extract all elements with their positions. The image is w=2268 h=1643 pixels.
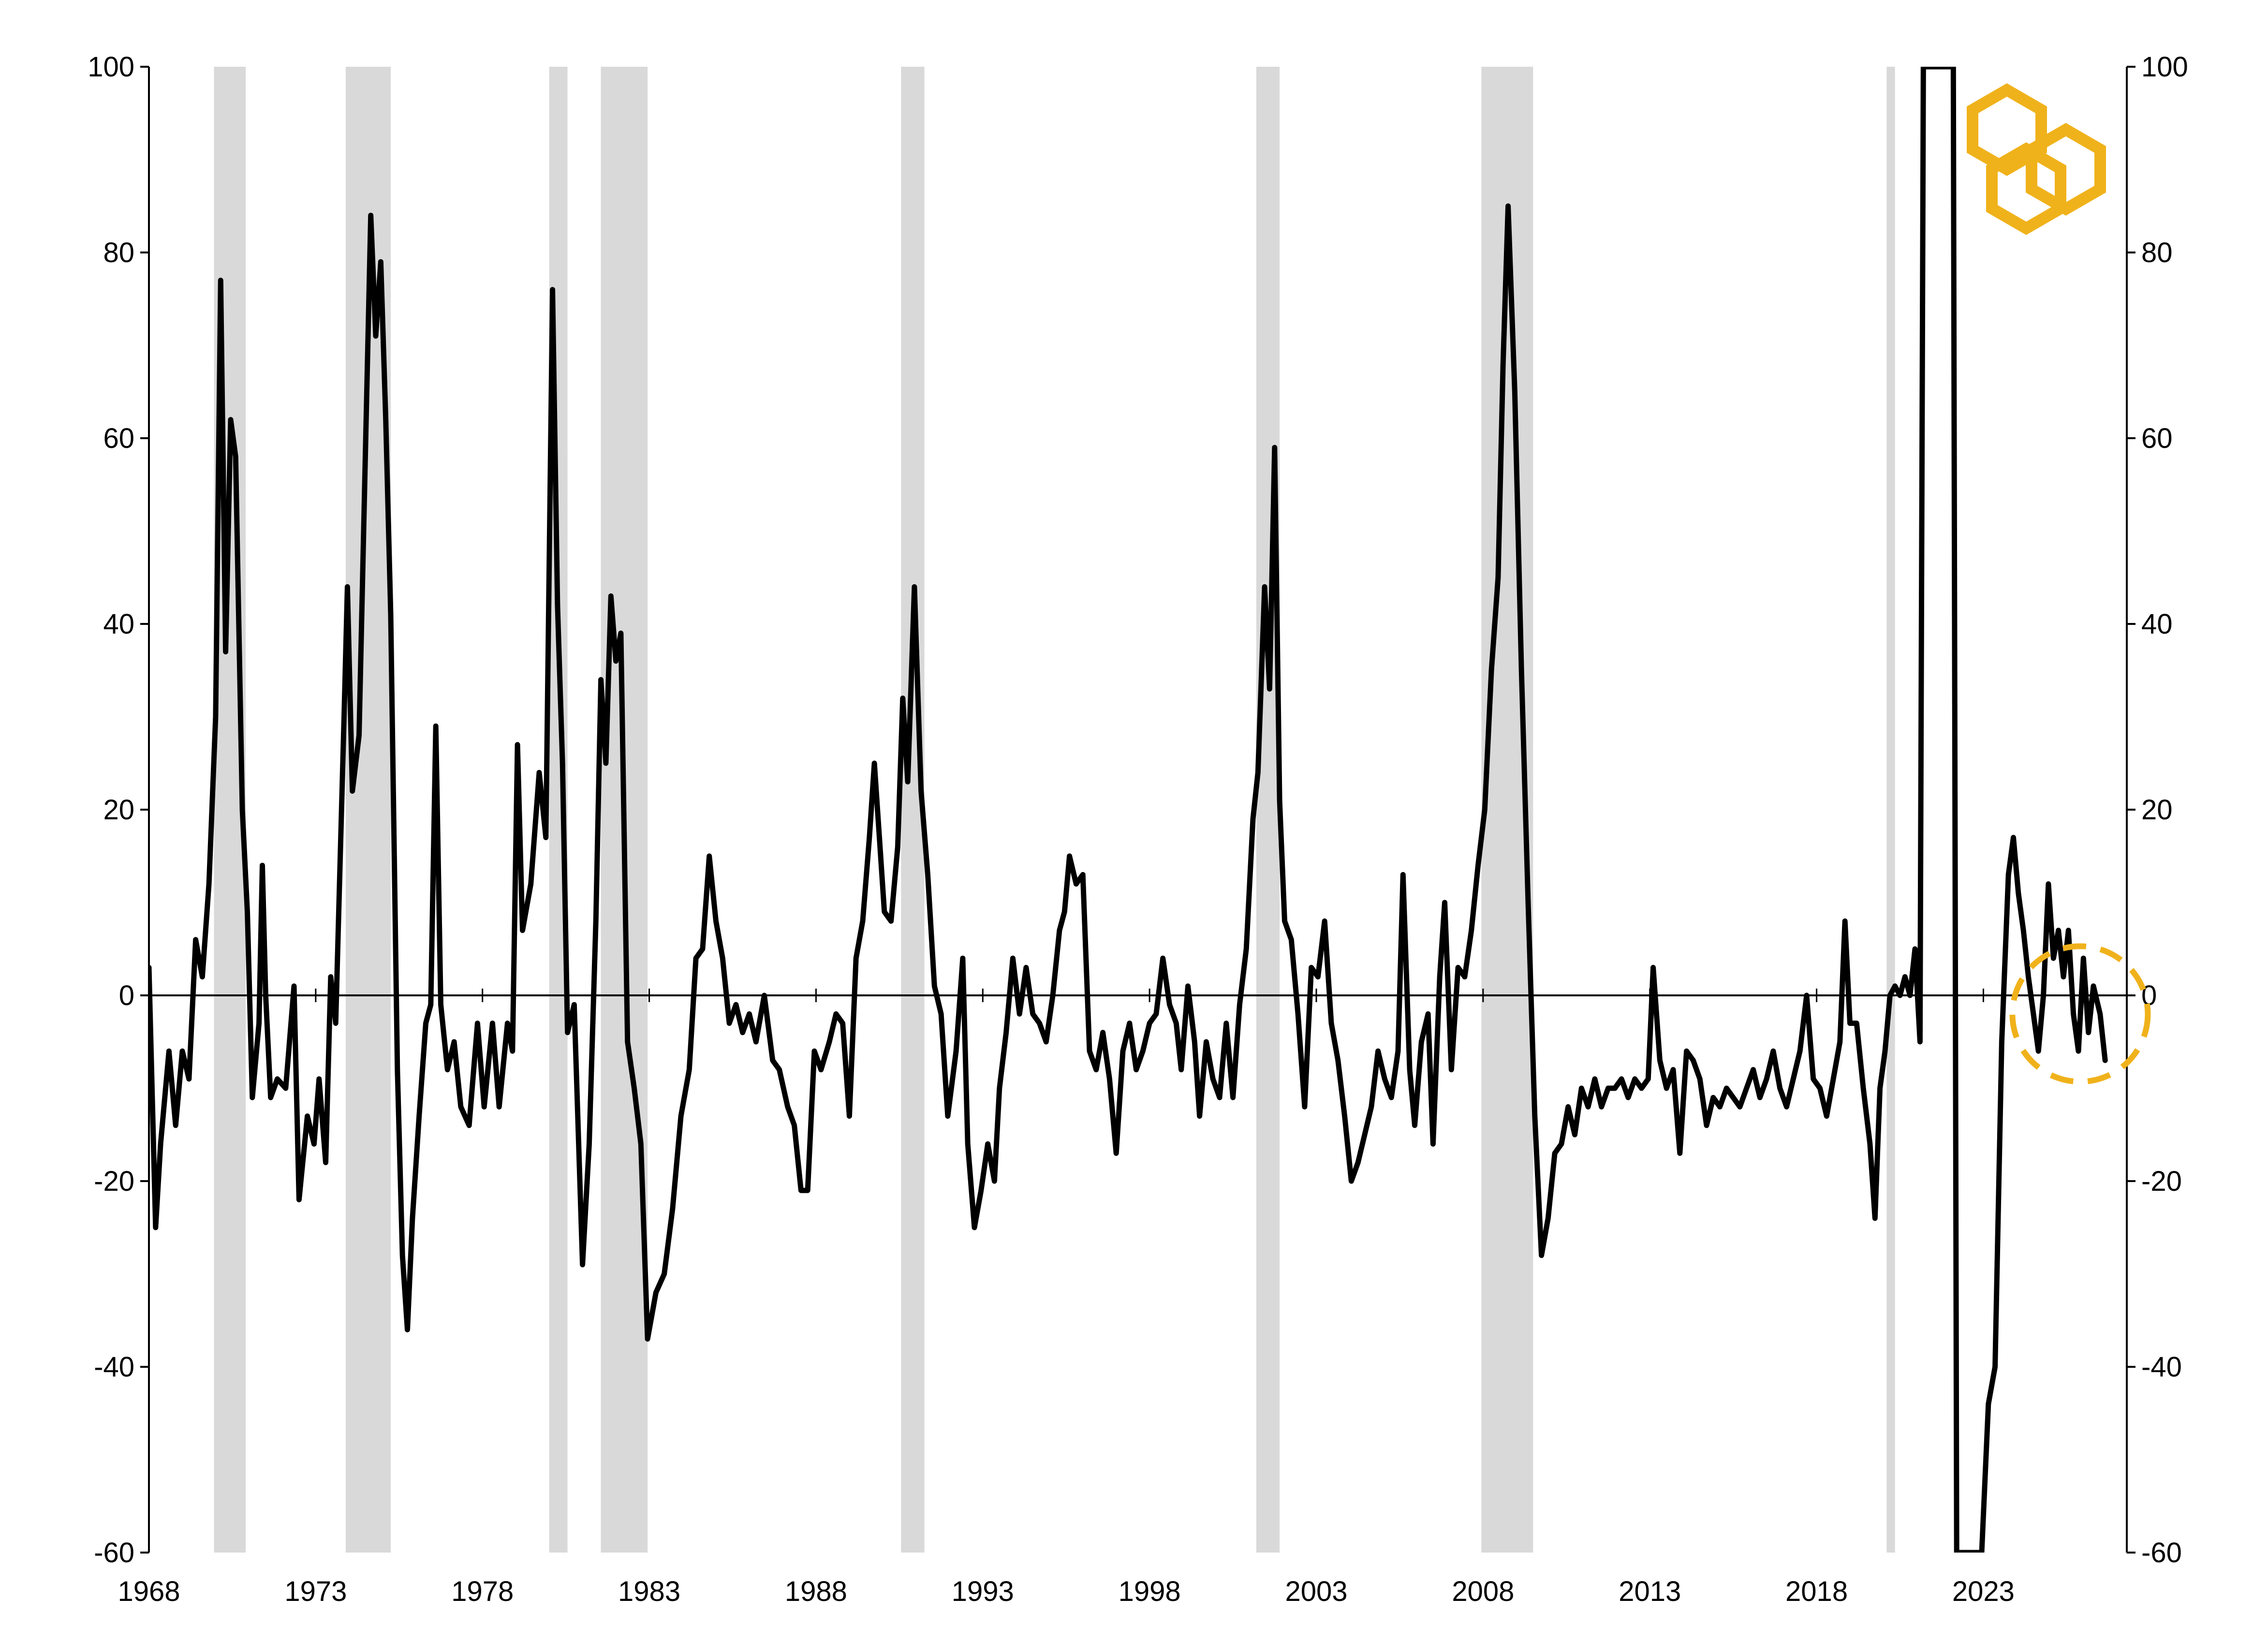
y-tick-label-right: 40 (2141, 608, 2173, 640)
x-tick-label: 1983 (618, 1576, 680, 1607)
y-tick-label-left: 80 (103, 237, 134, 268)
x-tick-label: 1988 (785, 1576, 847, 1607)
y-tick-label-right: 80 (2141, 237, 2173, 268)
x-tick-label: 1978 (451, 1576, 514, 1607)
y-tick-label-left: -60 (94, 1537, 134, 1569)
hexagon-rings-logo (1967, 83, 2106, 235)
recession-bands (214, 67, 1895, 1553)
x-tick-label: 2018 (1785, 1576, 1848, 1607)
annotation-group (2009, 943, 2151, 1085)
x-tick-label: 2008 (1452, 1576, 1514, 1607)
axes (148, 67, 2128, 1553)
logo-hex-bottom (1986, 142, 2066, 235)
y-tick-label-right: -60 (2141, 1537, 2182, 1569)
x-tick-label: 2023 (1952, 1576, 2015, 1607)
series-group (149, 67, 2108, 1553)
y-tick-label-right: 100 (2141, 51, 2188, 83)
y-tick-label-left: 100 (88, 51, 134, 83)
x-tick-label: 1968 (118, 1576, 180, 1607)
recession-band (1886, 67, 1895, 1553)
x-tick-label: 1998 (1119, 1576, 1181, 1607)
y-tick-label-left: 60 (103, 423, 134, 454)
axis-ticks (140, 66, 2135, 1554)
y-tick-label-right: -40 (2141, 1351, 2182, 1383)
annotation-circle (2009, 943, 2151, 1085)
y-tick-label-right: -20 (2141, 1166, 2182, 1197)
y-tick-label-right: 60 (2141, 423, 2173, 454)
y-tick-label-left: 0 (119, 980, 134, 1011)
recession-band (1256, 67, 1280, 1553)
series-line (149, 67, 2108, 1553)
x-tick-label: 2013 (1619, 1576, 1681, 1607)
y-tick-label-left: 20 (103, 794, 134, 826)
y-tick-label-left: 40 (103, 608, 134, 640)
y-tick-label-left: -20 (94, 1166, 134, 1197)
y-tick-label-left: -40 (94, 1351, 134, 1383)
logo-hex-left (1967, 83, 2047, 176)
x-tick-label: 1993 (952, 1576, 1014, 1607)
x-tick-label: 2003 (1285, 1576, 1347, 1607)
x-tick-label: 1973 (284, 1576, 347, 1607)
y-tick-label-right: 20 (2141, 794, 2173, 826)
